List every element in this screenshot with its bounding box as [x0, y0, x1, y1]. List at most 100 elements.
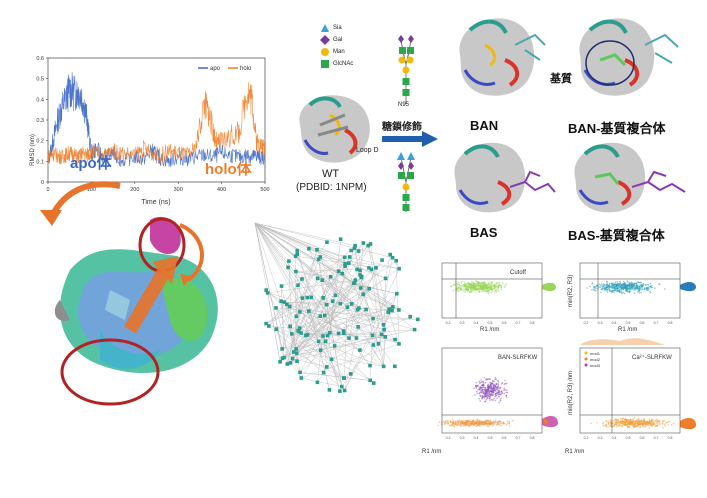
network-node [343, 261, 347, 266]
scatter-point [450, 285, 452, 288]
scatter-point [622, 280, 625, 283]
scatter-tick-label: 0.4 [612, 436, 617, 440]
scatter-point [485, 289, 488, 292]
scatter-point [642, 423, 644, 426]
network-node [355, 267, 359, 272]
scatter-tick-label: 0.8 [668, 436, 673, 440]
scatter-point [509, 425, 511, 427]
scatter-point [503, 286, 506, 288]
network-edge [300, 372, 371, 381]
scatter-point [649, 290, 651, 293]
network-edge [254, 222, 345, 379]
scatter-point [457, 281, 460, 284]
scatter-panel-1-xlabel: R1 /nm [480, 327, 499, 333]
network-node [347, 255, 352, 259]
scatter-point [494, 378, 496, 381]
scatter-point [593, 285, 596, 288]
network-edge [288, 261, 293, 359]
scatter-point [503, 383, 506, 385]
label-holo: holo体 [205, 160, 253, 178]
network-edge [281, 301, 385, 330]
scatter-point [501, 390, 503, 392]
scatter-point [466, 287, 468, 289]
scatter-point [461, 421, 464, 424]
network-edge [275, 307, 418, 320]
scatter-point [463, 290, 465, 292]
wt-protein-structure [299, 95, 370, 163]
network-node [332, 344, 337, 348]
scatter-point [492, 380, 494, 382]
network-node [318, 314, 322, 318]
network-node [347, 336, 351, 340]
scatter-point [480, 395, 483, 398]
scatter-point [608, 425, 611, 428]
network-node [294, 314, 299, 319]
scatter-point [495, 392, 498, 395]
scatter-panel-4-xlabel: R1 /nm [565, 449, 584, 455]
scatter-point [496, 397, 498, 400]
scatter-point [497, 290, 500, 292]
bas-complex-label: BAS-基質複合体 [568, 228, 665, 243]
scatter-point [493, 283, 496, 286]
scatter-point [469, 283, 472, 286]
scatter-point [646, 423, 649, 425]
scatter-point [604, 286, 606, 289]
scatter-point [662, 419, 664, 422]
scatter-point [482, 285, 484, 287]
scatter-point [624, 284, 626, 286]
network-edge [307, 297, 330, 390]
y-tick-label: 0.5 [36, 77, 44, 83]
network-edge [266, 289, 319, 342]
network-edge [308, 311, 345, 391]
network-edge [369, 334, 382, 366]
scatter-point [631, 423, 634, 426]
scatter-point [611, 285, 614, 287]
scatter-point [488, 397, 491, 400]
scatter-point [602, 283, 605, 285]
scatter-point [497, 391, 500, 394]
network-edge [317, 309, 367, 383]
scatter-point [643, 288, 646, 291]
scatter-point [483, 392, 486, 394]
scatter-tick-label: 0.7 [654, 321, 659, 325]
network-node [380, 332, 384, 337]
scatter-point [489, 378, 491, 381]
scatter-point [458, 286, 461, 289]
scatter-point [629, 420, 632, 422]
scatter-panel-2-frame [579, 262, 681, 319]
scatter-point [465, 423, 467, 426]
network-edge [373, 257, 393, 346]
scatter-point [479, 391, 482, 393]
network-node [358, 268, 362, 273]
scatter-point [486, 425, 488, 427]
scatter-point [496, 391, 498, 393]
network-node [264, 288, 268, 292]
scatter-point [635, 419, 637, 422]
scatter-point [650, 423, 653, 426]
network-edge [254, 222, 358, 310]
network-node [412, 327, 417, 332]
network-graph [254, 222, 420, 393]
scatter-point [480, 379, 482, 381]
scatter-point [459, 288, 461, 291]
scatter-point [468, 425, 471, 428]
scatter-panel-4-annotation: Ca²⁺-SLRFKW [632, 354, 672, 361]
scatter-point [497, 383, 499, 385]
scatter-point [628, 290, 631, 293]
scatter-point [483, 377, 485, 379]
scatter-point [606, 284, 608, 286]
wt-pdb-label: (PDBID: 1NPM) [296, 182, 367, 193]
scatter-point [487, 425, 490, 428]
scatter-point [636, 281, 639, 283]
scatter-point [470, 424, 473, 426]
scatter-panel-2-ylabel: min(R2, R3) [568, 275, 574, 307]
network-node [294, 347, 298, 351]
scatter-point [642, 283, 645, 285]
scatter-point [477, 288, 480, 291]
network-node [295, 248, 299, 253]
scatter-point [620, 290, 623, 293]
network-node [394, 259, 398, 263]
scatter-point [644, 423, 646, 425]
scatter-point [464, 419, 466, 422]
scatter-point [506, 422, 509, 425]
